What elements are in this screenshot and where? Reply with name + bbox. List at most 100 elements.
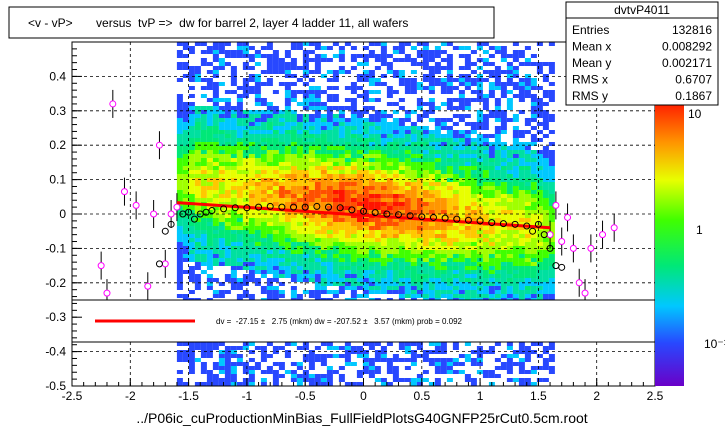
heatmap-cell [536, 202, 543, 206]
heatmap-cell [536, 174, 543, 178]
heatmap-cell [344, 70, 351, 74]
heatmap-cell [176, 50, 183, 54]
heatmap-cell [470, 214, 477, 218]
heatmap-cell [434, 266, 441, 270]
heatmap-cell [272, 238, 279, 242]
heatmap-cell [542, 118, 549, 122]
heatmap-cell [524, 198, 531, 202]
heatmap-cell [344, 154, 351, 158]
heatmap-cell [224, 378, 231, 382]
heatmap-cell [500, 194, 507, 198]
heatmap-cell [188, 366, 195, 370]
heatmap-cell [302, 270, 309, 274]
heatmap-cell [302, 62, 309, 66]
heatmap-cell [548, 90, 555, 94]
heatmap-cell [530, 114, 537, 118]
heatmap-cell [284, 66, 291, 70]
heatmap-cell [236, 166, 243, 170]
heatmap-cell [320, 238, 327, 242]
heatmap-cell [452, 106, 459, 110]
heatmap-cell [236, 158, 243, 162]
heatmap-cell [542, 78, 549, 82]
heatmap-cell [278, 230, 285, 234]
heatmap-cell [362, 110, 369, 114]
heatmap-cell [446, 162, 453, 166]
heatmap-cell [326, 278, 333, 282]
heatmap-cell [386, 266, 393, 270]
heatmap-cell [488, 350, 495, 354]
heatmap-cell [476, 98, 483, 102]
heatmap-cell [398, 106, 405, 110]
heatmap-cell [218, 178, 225, 182]
heatmap-cell [398, 202, 405, 206]
heatmap-cell [308, 246, 315, 250]
heatmap-cell [254, 182, 261, 186]
heatmap-cell [392, 110, 399, 114]
heatmap-cell [308, 214, 315, 218]
heatmap-cell [530, 282, 537, 286]
heatmap-cell [212, 194, 219, 198]
heatmap-cell [428, 118, 435, 122]
heatmap-cell [242, 282, 249, 286]
heatmap-cell [314, 174, 321, 178]
heatmap-cell [440, 82, 447, 86]
heatmap-cell [212, 238, 219, 242]
heatmap-cell [296, 162, 303, 166]
heatmap-cell [398, 74, 405, 78]
heatmap-cell [506, 102, 513, 106]
heatmap-cell [200, 186, 207, 190]
heatmap-cell [290, 62, 297, 66]
heatmap-cell [260, 238, 267, 242]
heatmap-cell [314, 154, 321, 158]
heatmap-cell [518, 98, 525, 102]
heatmap-cell [302, 242, 309, 246]
heatmap-cell [332, 74, 339, 78]
heatmap-cell [332, 198, 339, 202]
heatmap-cell [446, 202, 453, 206]
heatmap-cell [296, 170, 303, 174]
heatmap-cell [338, 258, 345, 262]
heatmap-cell [200, 162, 207, 166]
heatmap-cell [176, 170, 183, 174]
heatmap-cell [452, 194, 459, 198]
heatmap-cell [482, 138, 489, 142]
heatmap-cell [194, 182, 201, 186]
heatmap-cell [278, 62, 285, 66]
heatmap-cell [218, 114, 225, 118]
heatmap-cell [500, 202, 507, 206]
heatmap-cell [230, 54, 237, 58]
heatmap-cell [188, 174, 195, 178]
heatmap-cell [398, 230, 405, 234]
heatmap-cell [536, 170, 543, 174]
heatmap-cell [368, 282, 375, 286]
heatmap-cell [428, 278, 435, 282]
heatmap-cell [350, 230, 357, 234]
heatmap-cell [482, 274, 489, 278]
heatmap-cell [338, 114, 345, 118]
heatmap-cell [470, 202, 477, 206]
heatmap-cell [506, 362, 513, 366]
heatmap-cell [494, 266, 501, 270]
heatmap-cell [422, 162, 429, 166]
heatmap-cell [224, 274, 231, 278]
heatmap-cell [278, 170, 285, 174]
heatmap-cell [188, 134, 195, 138]
heatmap-cell [266, 342, 273, 346]
heatmap-cell [272, 254, 279, 258]
heatmap-cell [410, 354, 417, 358]
heatmap-cell [410, 110, 417, 114]
heatmap-cell [500, 46, 507, 50]
heatmap-cell [260, 290, 267, 294]
heatmap-cell [404, 158, 411, 162]
heatmap-cell [488, 198, 495, 202]
heatmap-cell [332, 258, 339, 262]
heatmap-cell [248, 114, 255, 118]
heatmap-cell [302, 182, 309, 186]
heatmap-cell [464, 238, 471, 242]
heatmap-cell [512, 182, 519, 186]
heatmap-cell [410, 82, 417, 86]
heatmap-cell [506, 218, 513, 222]
heatmap-cell [362, 282, 369, 286]
heatmap-cell [254, 102, 261, 106]
heatmap-cell [194, 262, 201, 266]
